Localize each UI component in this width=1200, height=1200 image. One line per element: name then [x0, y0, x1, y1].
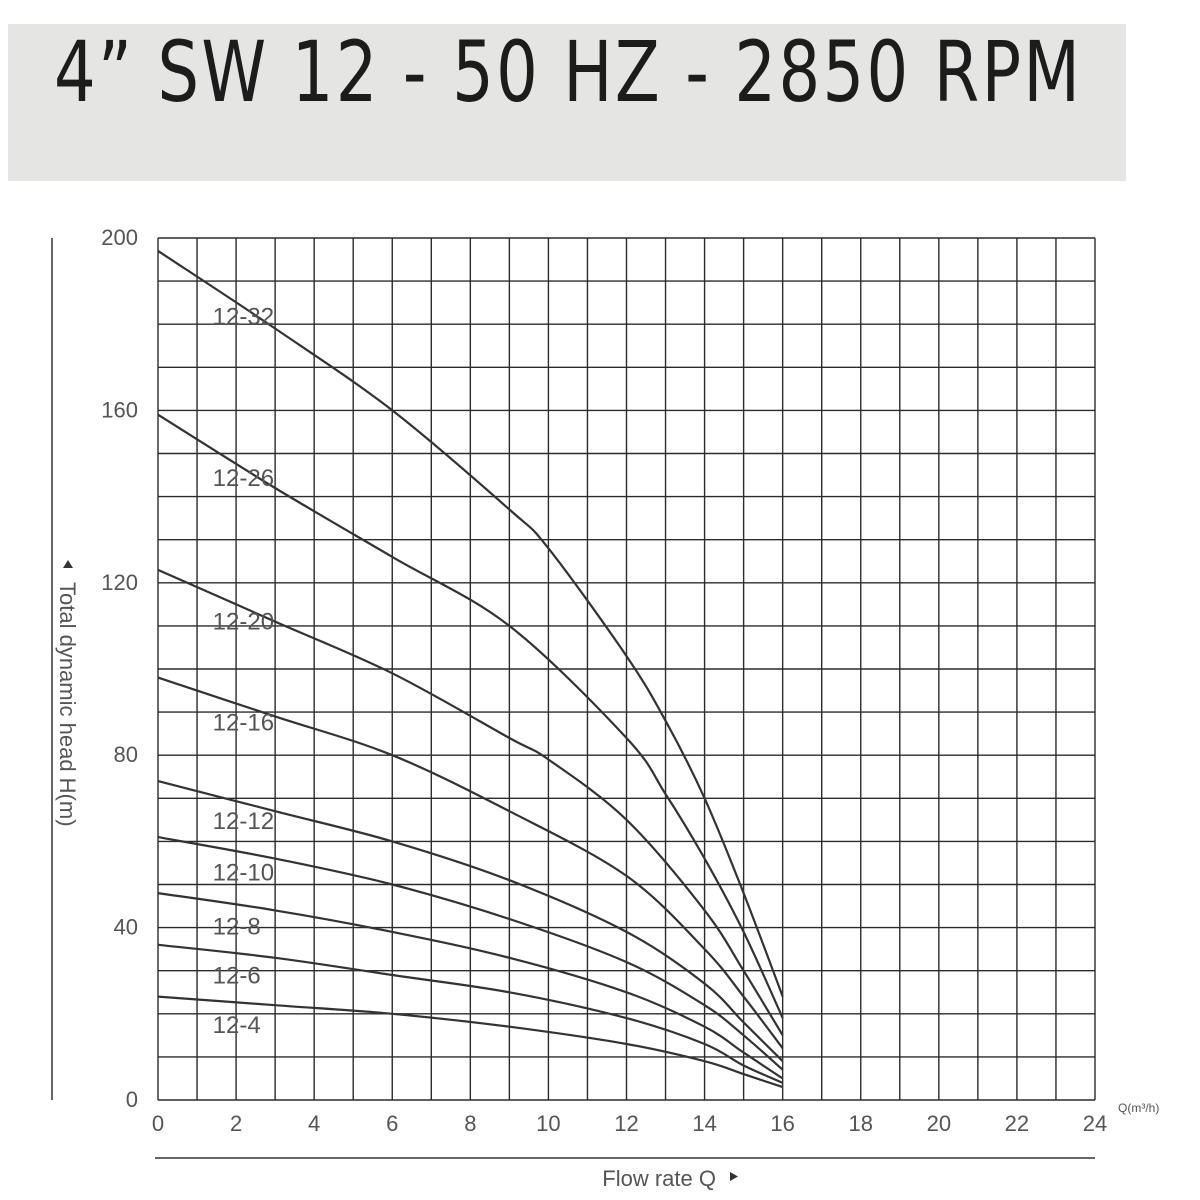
- curve-12-20: [157, 568, 784, 1036]
- curve-12-4: [157, 995, 784, 1089]
- curve-label: 12-26: [213, 465, 274, 492]
- x-unit-label: Q(m³/h): [1118, 1101, 1159, 1115]
- curve-12-12: [157, 780, 784, 1062]
- y-tick-label: 0: [126, 1087, 138, 1112]
- x-tick-label: 14: [692, 1111, 716, 1136]
- curve-label: 12-16: [213, 709, 274, 736]
- curve-label: 12-10: [213, 860, 274, 887]
- y-tick-label: 160: [101, 397, 138, 422]
- curve-label: 12-6: [213, 963, 261, 990]
- x-tick-label: 10: [536, 1111, 560, 1136]
- grid: [157, 237, 1096, 1101]
- curve-12-26: [157, 413, 784, 1019]
- x-tick-label: 6: [386, 1111, 398, 1136]
- x-tick-label: 0: [152, 1111, 164, 1136]
- curve-12-16: [157, 676, 784, 1049]
- curve-label: 12-4: [213, 1012, 261, 1039]
- y-axis-label: Total dynamic head H(m): [55, 582, 80, 827]
- axes: [51, 238, 1095, 1159]
- curve-label: 12-20: [213, 608, 274, 635]
- x-tick-label: 24: [1083, 1111, 1107, 1136]
- y-tick-label: 80: [114, 742, 138, 767]
- curve-label: 12-32: [213, 303, 274, 330]
- x-tick-label: 2: [230, 1111, 242, 1136]
- x-tick-label: 18: [849, 1111, 873, 1136]
- x-tick-label: 4: [308, 1111, 320, 1136]
- x-tick-label: 8: [464, 1111, 476, 1136]
- y-axis-title-group: Total dynamic head H(m): [55, 560, 80, 827]
- x-tick-label: 20: [927, 1111, 951, 1136]
- x-tick-label: 16: [770, 1111, 794, 1136]
- chart-title: 4” SW 12 - 50 HZ - 2850 RPM: [54, 23, 1083, 121]
- x-tick-labels: 0 2 4 6 8 10 12 14 16 18 20 22 24: [152, 1111, 1107, 1136]
- curve-12-6: [157, 943, 784, 1084]
- y-tick-label: 200: [101, 225, 138, 250]
- x-axis-title-group: Flow rate Q: [602, 1166, 738, 1191]
- curve-12-8: [157, 892, 784, 1080]
- x-axis-label: Flow rate Q: [602, 1166, 716, 1191]
- curve-labels: 12-32 12-26 12-20 12-16 12-12 12-10 12-8 12-6 12…: [213, 303, 274, 1039]
- x-tick-label: 22: [1005, 1111, 1029, 1136]
- curve-label: 12-8: [213, 913, 261, 940]
- title-band: [8, 24, 1126, 181]
- x-tick-label: 12: [614, 1111, 638, 1136]
- y-tick-label: 120: [101, 570, 138, 595]
- y-axis-arrow-icon: [63, 560, 73, 568]
- x-axis-arrow-icon: [730, 1172, 738, 1181]
- curve-12-10: [157, 836, 784, 1071]
- curve-12-32: [157, 249, 784, 997]
- y-tick-labels: 0 40 80 120 160 200: [101, 225, 138, 1112]
- y-tick-label: 40: [114, 915, 138, 940]
- performance-curves: [157, 249, 784, 1089]
- curve-label: 12-12: [213, 808, 274, 835]
